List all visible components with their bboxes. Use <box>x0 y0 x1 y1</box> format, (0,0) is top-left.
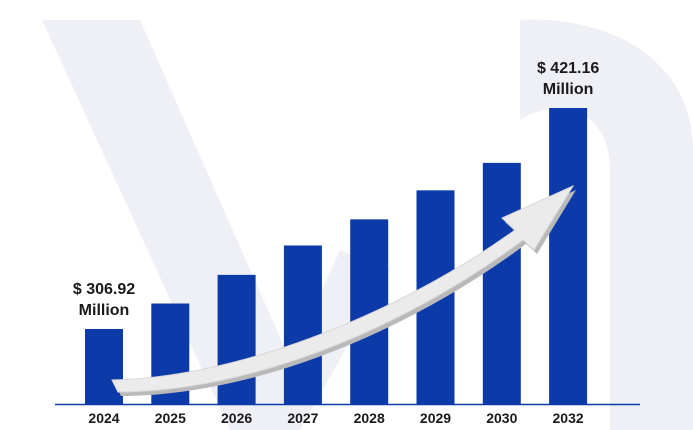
x-tick-label-2025: 2025 <box>155 410 186 426</box>
x-tick-label-2028: 2028 <box>354 410 385 426</box>
x-tick-label-2024: 2024 <box>88 410 119 426</box>
callout-value-2032: $ 421.16 <box>537 60 599 77</box>
trend-arrow <box>111 184 576 396</box>
bar-2032 <box>549 108 588 404</box>
watermark-logo <box>42 19 693 430</box>
callout-unit-2032: Million <box>543 81 594 98</box>
callout-value-2024: $ 306.92 <box>73 281 135 298</box>
trend-arrow-body <box>111 184 575 393</box>
bar-2026 <box>217 274 256 404</box>
x-tick-label-2030: 2030 <box>486 410 517 426</box>
bar-2027 <box>283 245 322 404</box>
x-tick-label-2026: 2026 <box>221 410 252 426</box>
watermark-v-shape <box>42 20 390 430</box>
bar-2030 <box>482 162 521 404</box>
value-callouts: $ 306.92 Million $ 421.16 Million <box>73 60 599 319</box>
bar-2024 <box>85 329 123 404</box>
x-tick-label-2029: 2029 <box>420 410 451 426</box>
watermark-arc-shape <box>520 19 693 430</box>
callout-unit-2024: Million <box>79 302 130 319</box>
x-tick-label-2032: 2032 <box>553 410 584 426</box>
x-axis-tick-labels: 2024 2025 2026 2027 2028 2029 2030 2032 <box>88 410 583 426</box>
x-tick-label-2027: 2027 <box>287 410 318 426</box>
